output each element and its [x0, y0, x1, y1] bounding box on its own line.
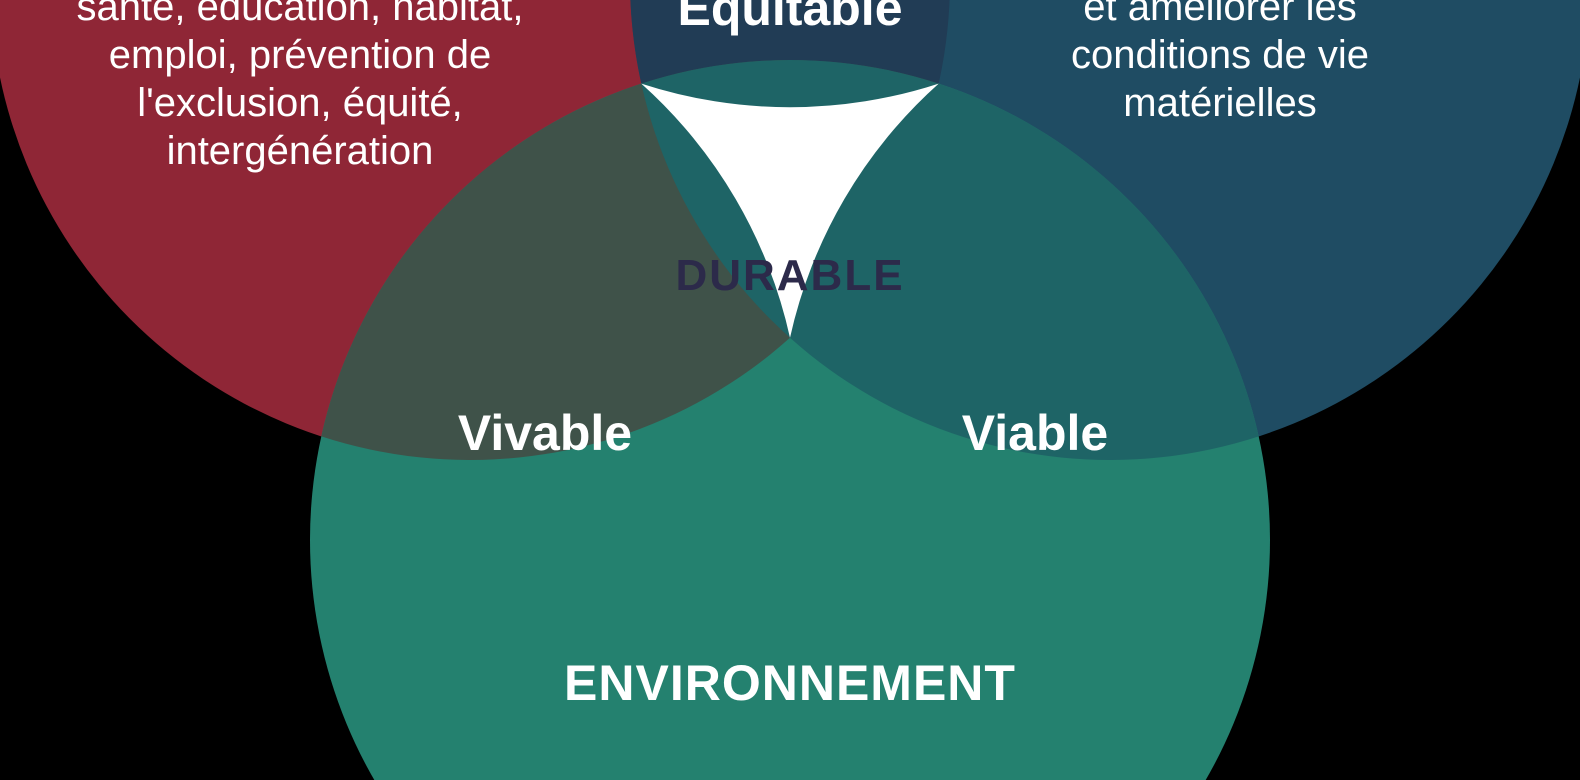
- venn-diagram: santé, éducation, habitat,emploi, préven…: [0, 0, 1580, 780]
- label-viable: Viable: [962, 405, 1108, 461]
- environnement-title: ENVIRONNEMENT: [564, 655, 1016, 711]
- venn-svg: santé, éducation, habitat,emploi, préven…: [0, 0, 1580, 780]
- label-durable: DURABLE: [675, 251, 904, 300]
- label-equitable: Équitable: [677, 0, 902, 36]
- label-vivable: Vivable: [458, 405, 632, 461]
